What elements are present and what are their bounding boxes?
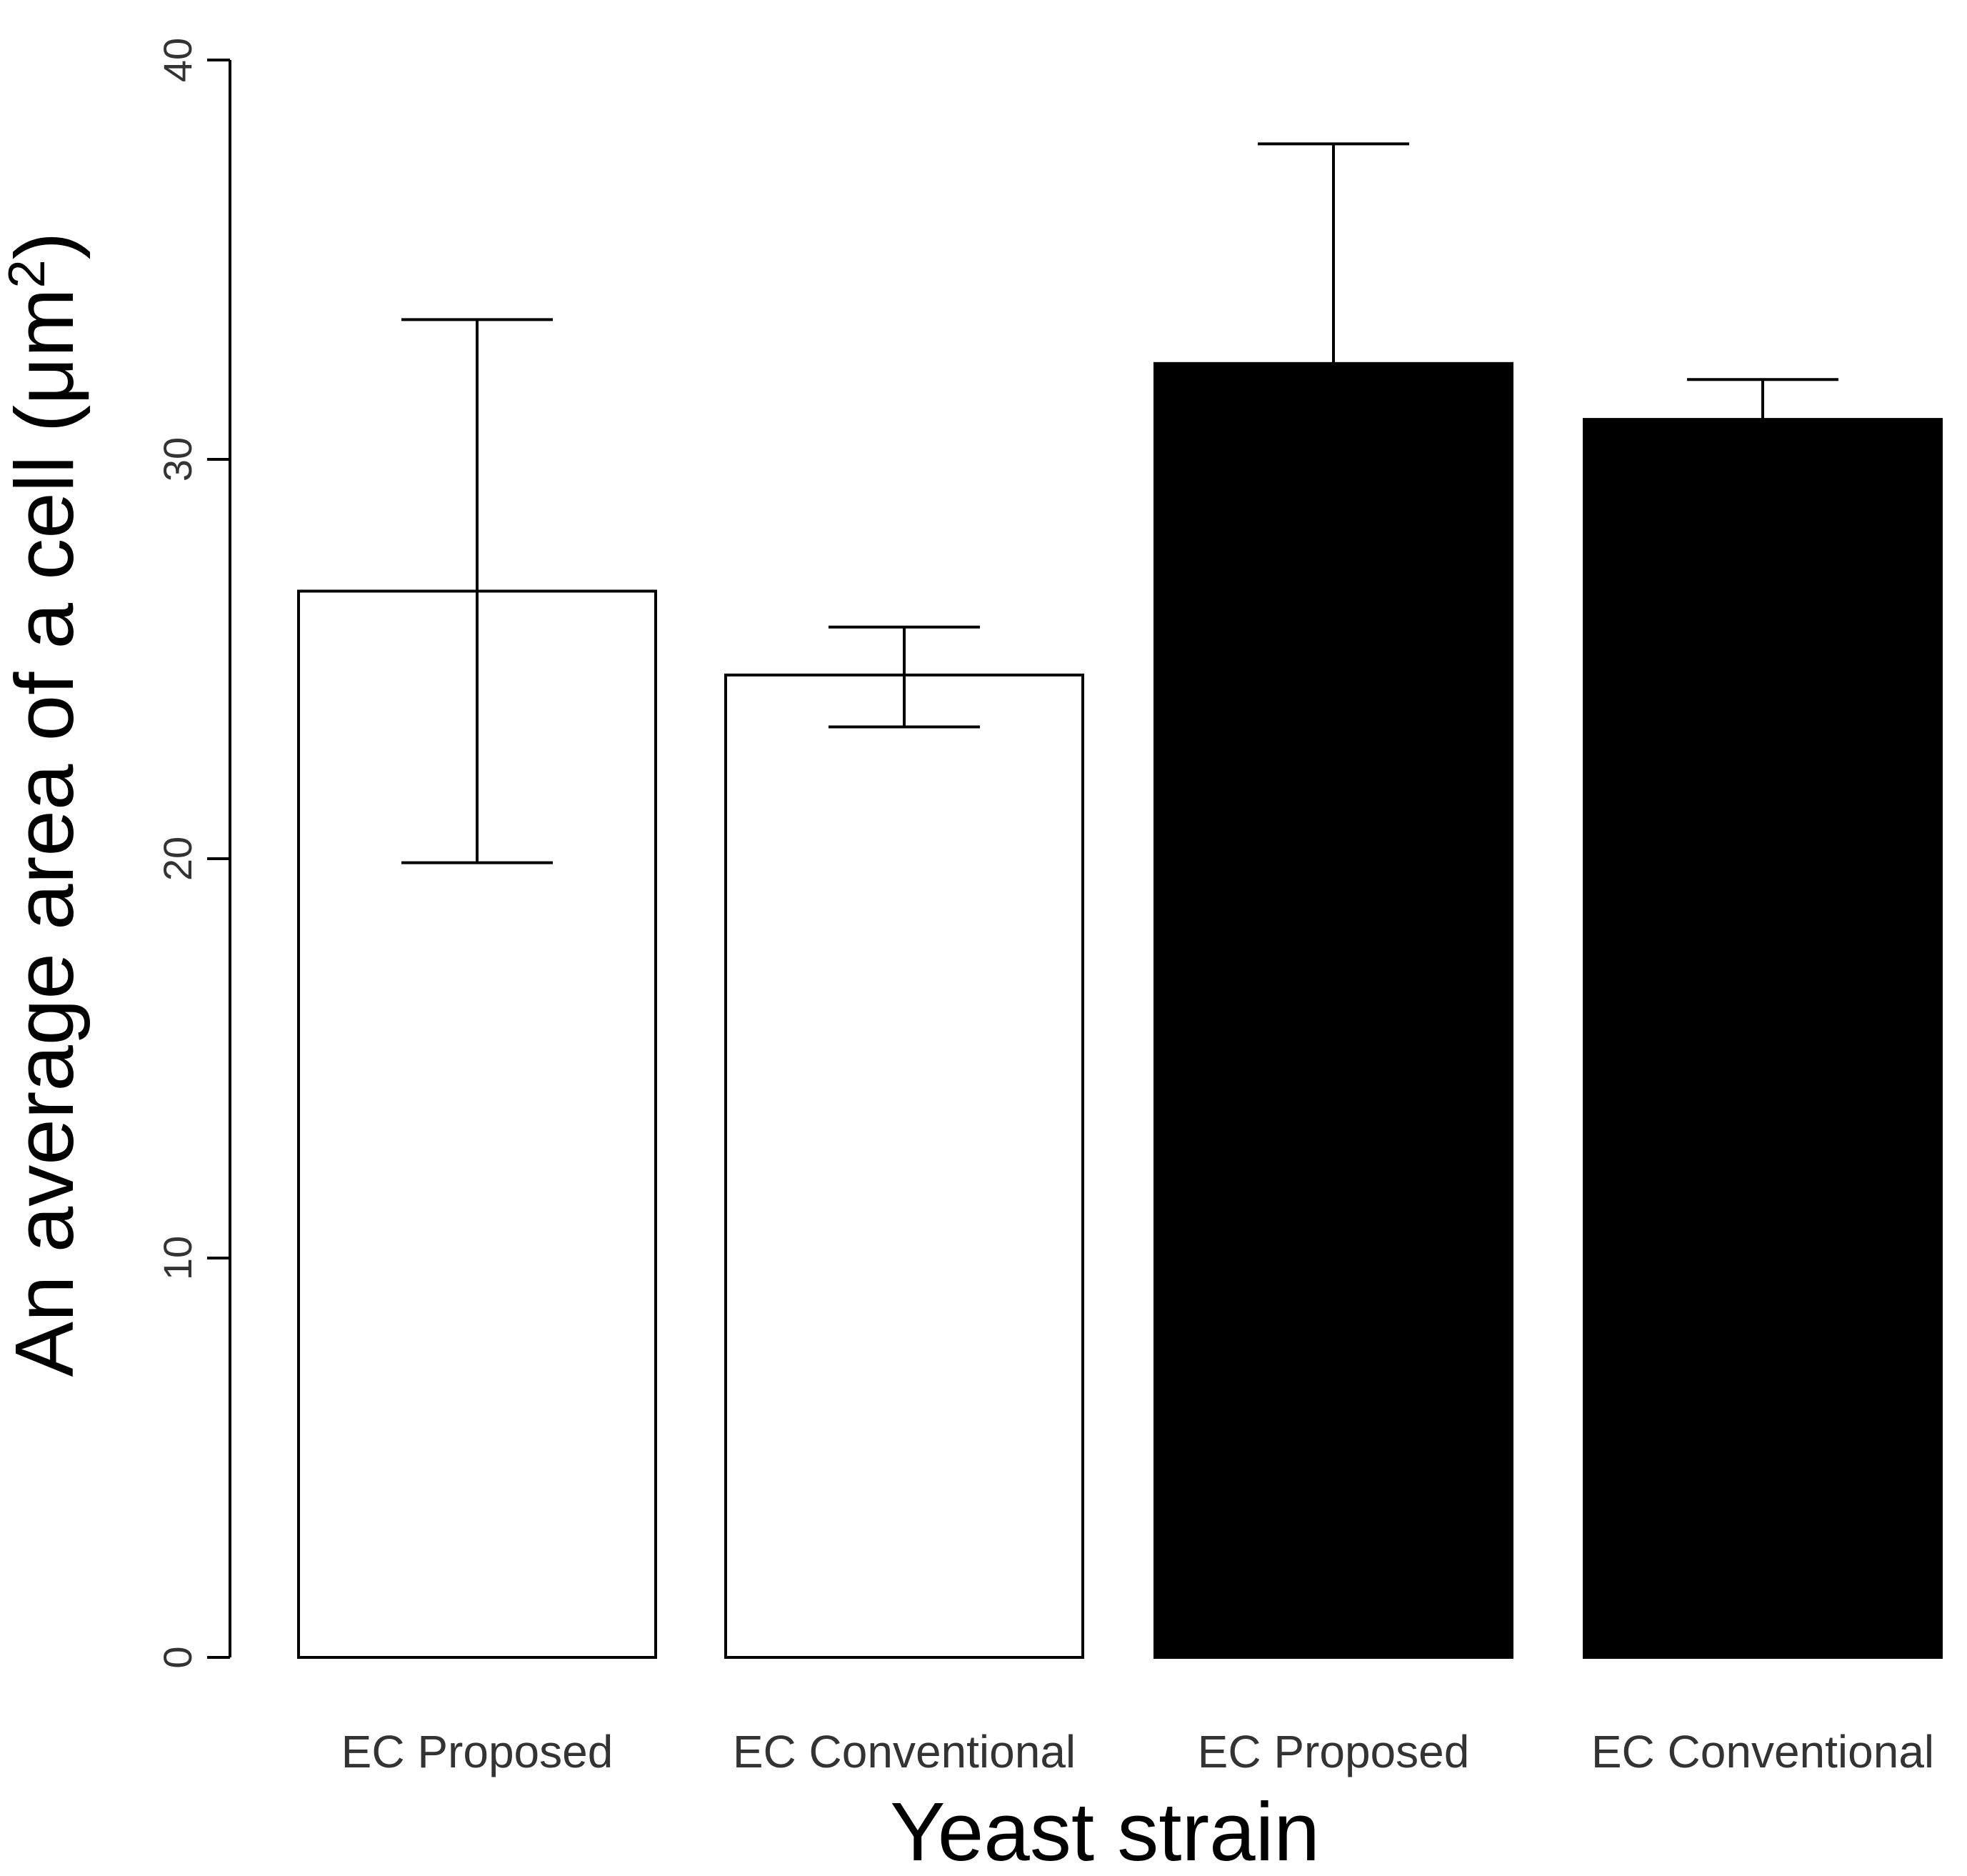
bar [724,673,1084,1659]
bars-group [297,361,1943,1660]
y-tick-label: 20 [155,837,200,881]
y-axis: 0 10 20 30 40 [155,38,231,1669]
x-tick-label: EC Proposed [341,1726,614,1777]
y-axis-title-main: An average area of a cell ( [0,405,91,1377]
y-tick-label: 40 [155,38,200,82]
y-tick-label: 10 [155,1236,200,1280]
x-axis-title: Yeast strain [890,1785,1320,1876]
x-tick-label: EC Conventional [733,1726,1076,1777]
y-axis-title: An average area of a cell (μm2) [0,232,91,1377]
y-axis-title-close: ) [0,232,91,260]
error-bars-group [401,142,1838,864]
y-axis-title-unit: μm [0,288,91,404]
x-tick-label: EC Proposed [1198,1726,1470,1777]
y-tick-label: 0 [155,1646,200,1668]
y-tick-label: 30 [155,437,200,482]
x-tick-labels: EC Proposed EC Conventional EC Proposed EC … [341,1726,1934,1777]
y-axis-title-superscript: 2 [0,259,56,288]
bar [1583,418,1943,1659]
bar [1153,361,1513,1660]
x-tick-label: EC Conventional [1591,1726,1934,1777]
